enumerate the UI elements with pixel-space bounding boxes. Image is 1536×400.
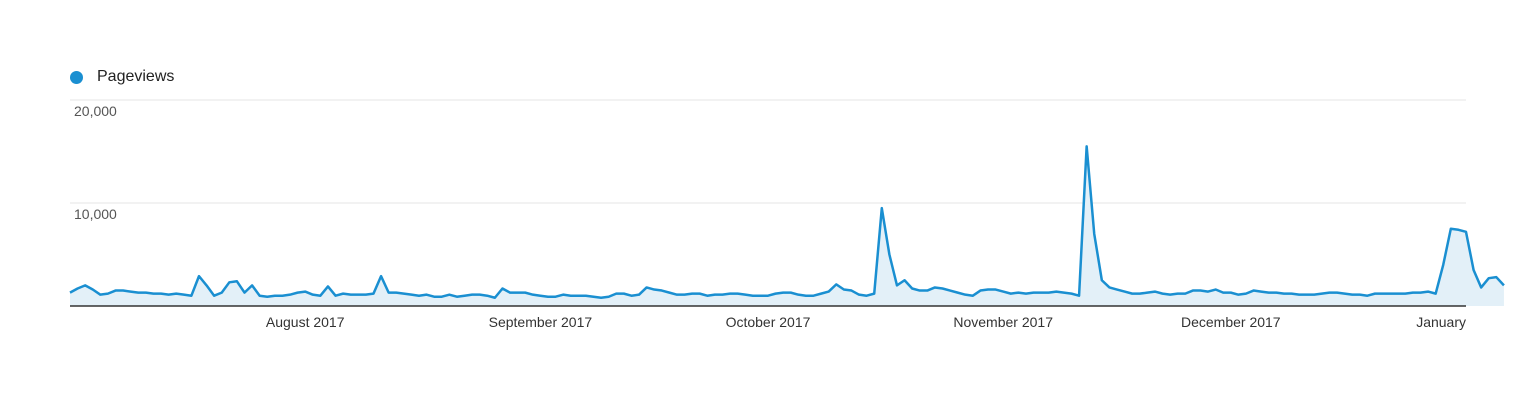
x-tick-label-3: November 2017 xyxy=(953,314,1053,330)
x-tick-label-0: August 2017 xyxy=(266,314,345,330)
y-tick-label-0: 20,000 xyxy=(74,103,117,119)
grid-lines xyxy=(70,99,1466,204)
x-tick-label-1: September 2017 xyxy=(489,314,593,330)
legend-label-pageviews: Pageviews xyxy=(97,68,175,85)
chart-legend[interactable]: Pageviews xyxy=(70,68,174,86)
pageviews-line xyxy=(69,145,1505,300)
x-tick-label-2: October 2017 xyxy=(726,314,811,330)
x-axis-ticks: August 2017 September 2017 October 2017 Nov… xyxy=(266,314,1466,330)
y-axis-ticks: 20,000 10,000 xyxy=(74,103,117,222)
x-tick-label-5: January xyxy=(1416,314,1466,330)
pageviews-area xyxy=(70,146,1504,306)
legend-dot-icon xyxy=(70,70,83,84)
y-tick-label-1: 10,000 xyxy=(74,206,117,222)
x-tick-label-4: December 2017 xyxy=(1181,314,1281,330)
